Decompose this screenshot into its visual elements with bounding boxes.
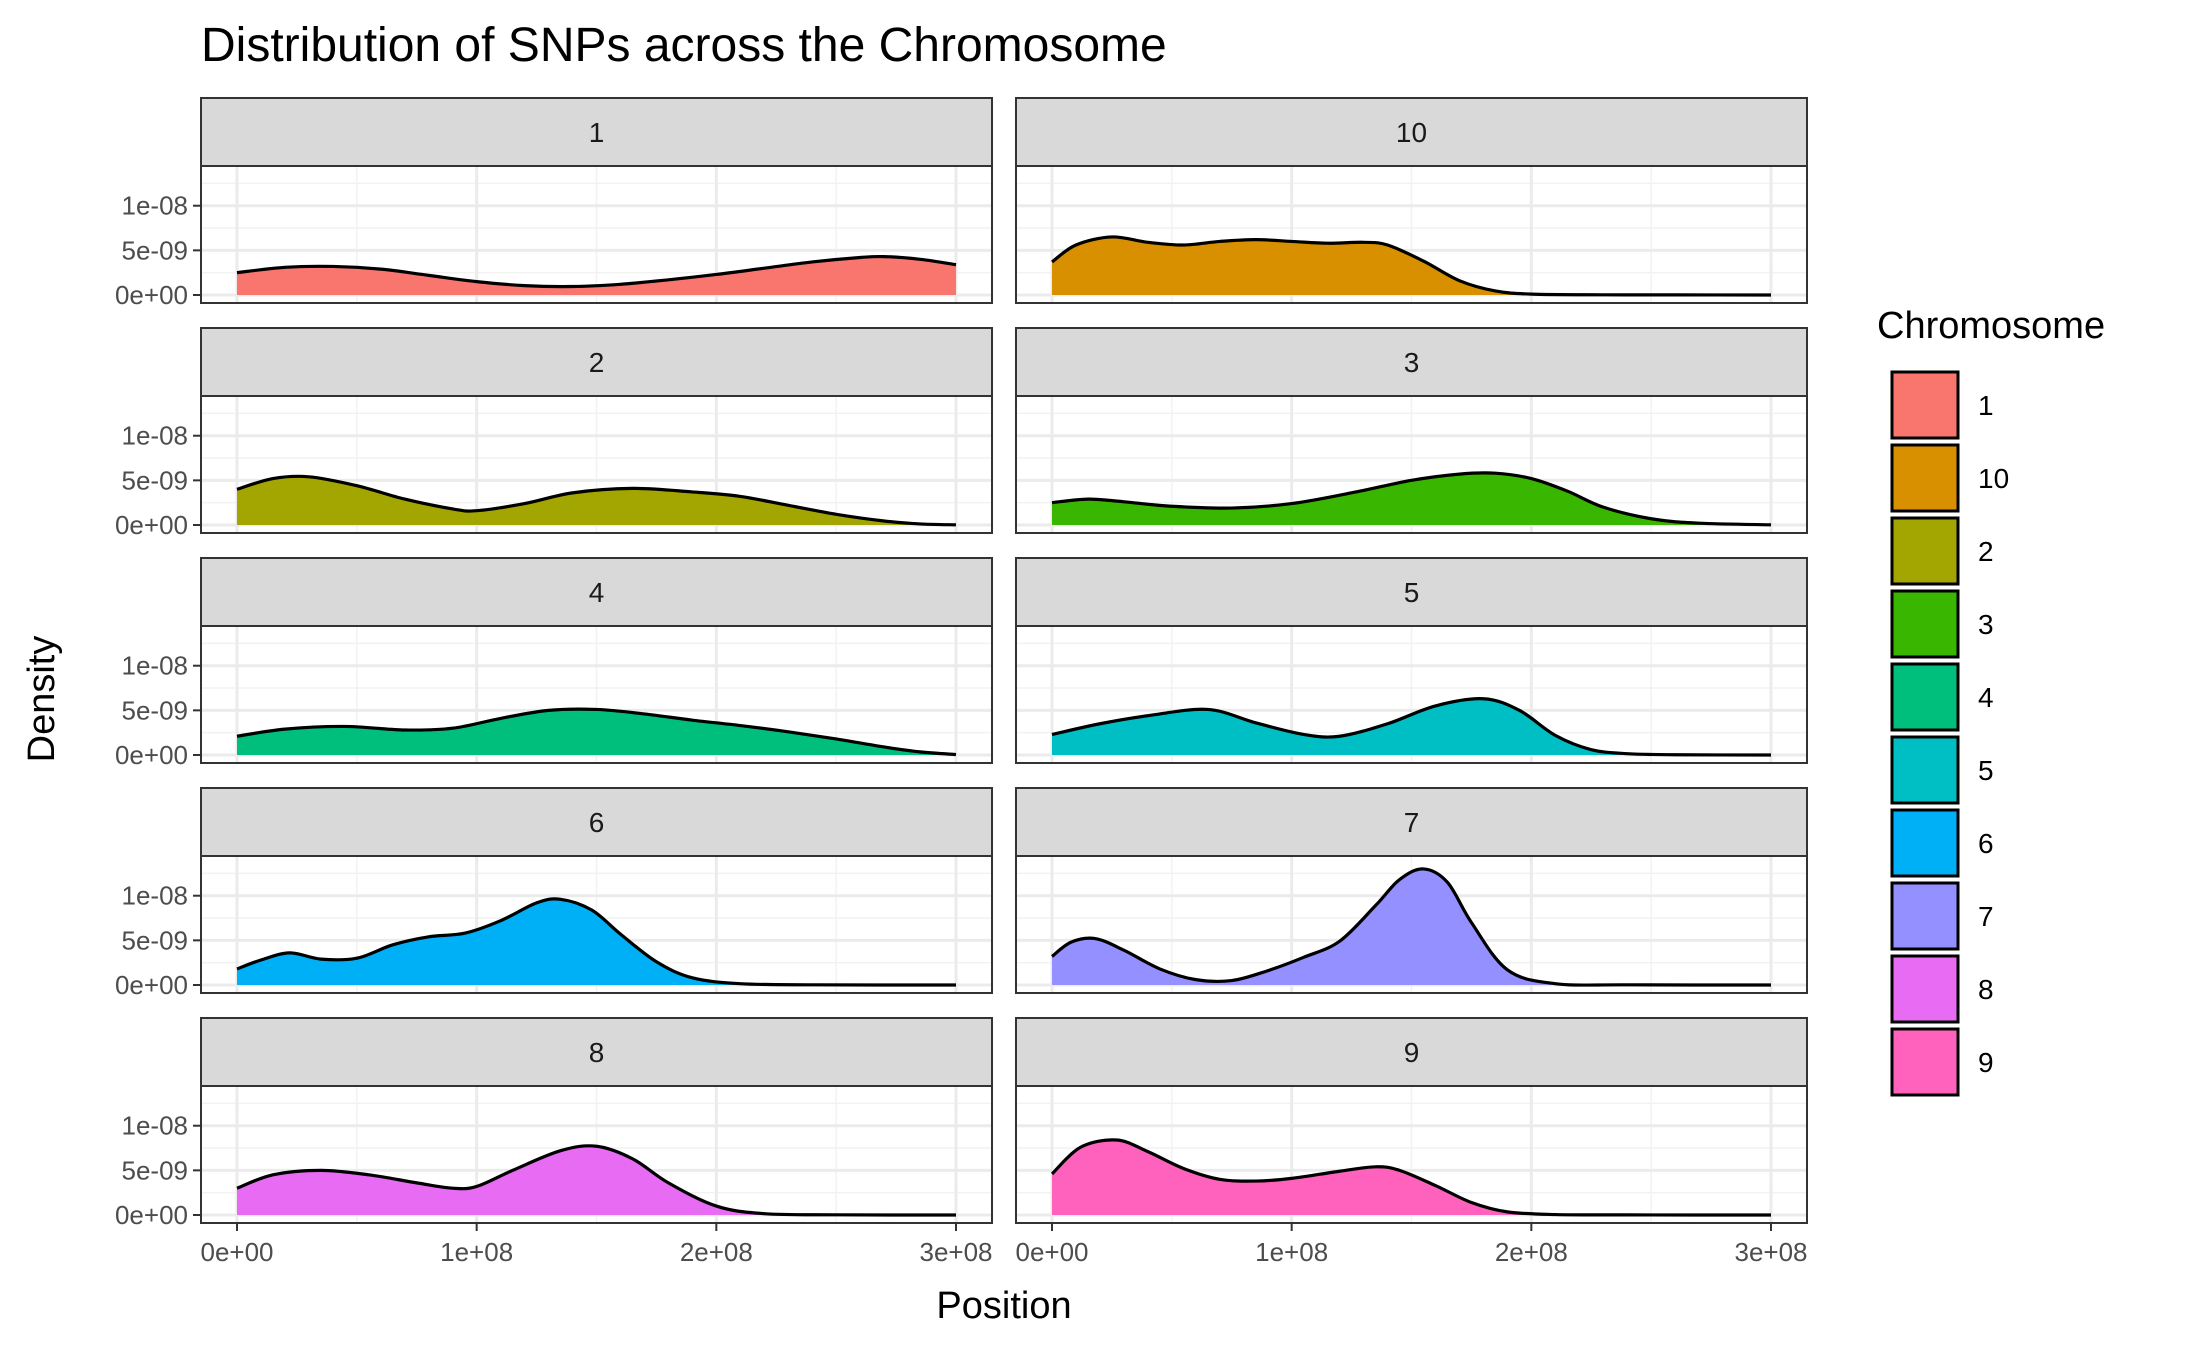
- legend-key: [1892, 810, 1958, 876]
- y-axis-title: Density: [21, 636, 63, 763]
- y-tick-label: 0e+00: [115, 1200, 188, 1230]
- facet-strip-label: 10: [1396, 117, 1427, 148]
- facet-panel-10: 10: [1016, 98, 1807, 303]
- facet-strip-label: 3: [1404, 347, 1420, 378]
- facet-panel-3: 3: [1016, 328, 1807, 533]
- legend-label: 1: [1978, 390, 1994, 421]
- legend-key: [1892, 1029, 1958, 1095]
- x-tick-label: 2e+08: [1495, 1237, 1568, 1267]
- facet-panel-7: 7: [1016, 788, 1807, 993]
- facet-panel-4: 4 0e+00 5e-09 1e-08: [115, 558, 992, 770]
- x-tick-label: 1e+08: [1255, 1237, 1328, 1267]
- legend-key: [1892, 591, 1958, 657]
- legend-label: 6: [1978, 828, 1994, 859]
- legend-key: [1892, 883, 1958, 949]
- legend-label: 9: [1978, 1047, 1994, 1078]
- facet-strip-label: 6: [589, 807, 605, 838]
- facet-panel-1: 1 0e+00 5e-09 1e-08: [115, 98, 992, 310]
- y-tick-label: 1e-08: [122, 421, 189, 451]
- legend-label: 10: [1978, 463, 2009, 494]
- facet-strip-label: 1: [589, 117, 605, 148]
- x-tick-label: 3e+08: [1734, 1237, 1807, 1267]
- legend-key: [1892, 737, 1958, 803]
- y-tick-label: 0e+00: [115, 510, 188, 540]
- legend-key: [1892, 956, 1958, 1022]
- legend-label: 5: [1978, 755, 1994, 786]
- y-tick-label: 1e-08: [122, 651, 189, 681]
- facet-strip-label: 8: [589, 1037, 605, 1068]
- legend-title: Chromosome: [1877, 305, 2105, 347]
- y-tick-label: 0e+00: [115, 970, 188, 1000]
- facet-strip-label: 2: [589, 347, 605, 378]
- y-tick-label: 5e-09: [122, 925, 189, 955]
- legend-key: [1892, 372, 1958, 438]
- y-tick-label: 5e-09: [122, 235, 189, 265]
- facet-panel-6: 6 0e+00 5e-09 1e-08: [115, 788, 992, 1000]
- facet-strip-label: 9: [1404, 1037, 1420, 1068]
- y-tick-label: 0e+00: [115, 740, 188, 770]
- facet-strip-label: 4: [589, 577, 605, 608]
- legend-key: [1892, 445, 1958, 511]
- legend-label: 7: [1978, 901, 1994, 932]
- facet-strip-label: 5: [1404, 577, 1420, 608]
- x-tick-label: 0e+00: [200, 1237, 273, 1267]
- x-axis-title: Position: [936, 1285, 1071, 1327]
- y-tick-label: 5e-09: [122, 1155, 189, 1185]
- facet-strip-label: 7: [1404, 807, 1420, 838]
- y-tick-label: 1e-08: [122, 881, 189, 911]
- legend-label: 8: [1978, 974, 1994, 1005]
- chart-title: Distribution of SNPs across the Chromoso…: [201, 19, 1167, 72]
- y-tick-label: 1e-08: [122, 191, 189, 221]
- x-tick-label: 1e+08: [440, 1237, 513, 1267]
- facet-panel-2: 2 0e+00 5e-09 1e-08: [115, 328, 992, 540]
- legend-key: [1892, 664, 1958, 730]
- legend-label: 3: [1978, 609, 1994, 640]
- y-tick-label: 1e-08: [122, 1111, 189, 1141]
- legend-label: 2: [1978, 536, 1994, 567]
- facet-panel-5: 5: [1016, 558, 1807, 763]
- y-tick-label: 5e-09: [122, 465, 189, 495]
- x-tick-label: 0e+00: [1015, 1237, 1088, 1267]
- y-tick-label: 5e-09: [122, 695, 189, 725]
- facet-panels: 1 0e+00 5e-09 1e-08 10 2 0e+00 5e-09 1e-08 3 4 0e+0…: [115, 98, 1808, 1267]
- legend-label: 4: [1978, 682, 1994, 713]
- legend-key: [1892, 518, 1958, 584]
- y-tick-label: 0e+00: [115, 280, 188, 310]
- x-tick-label: 2e+08: [680, 1237, 753, 1267]
- x-tick-label: 3e+08: [919, 1237, 992, 1267]
